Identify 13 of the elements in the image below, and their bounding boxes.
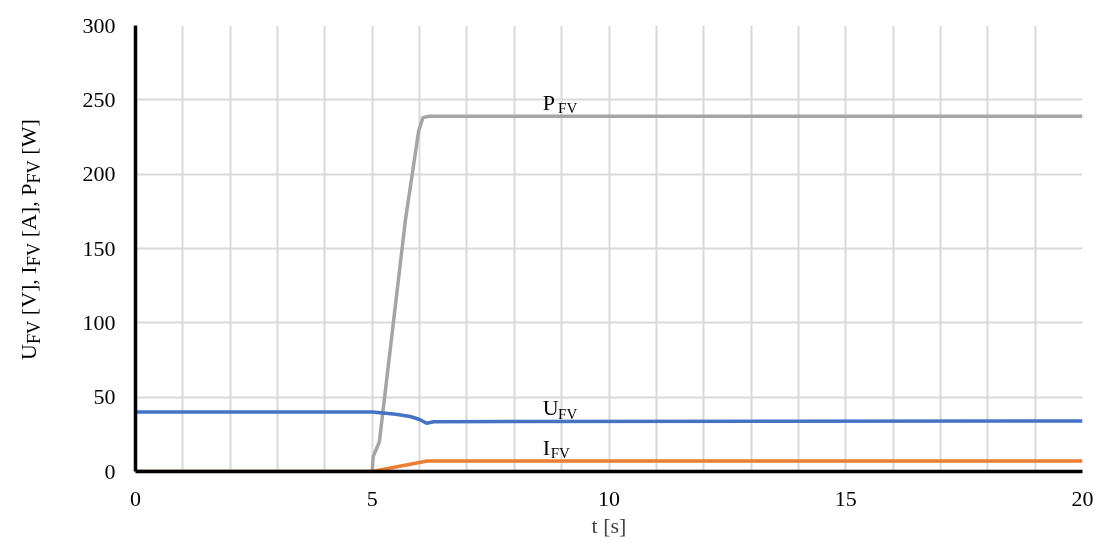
y-tick-label: 300 [82,12,116,38]
y-tick-label: 250 [82,86,116,112]
x-tick-label: 20 [1071,485,1094,511]
y-tick-label: 0 [104,458,116,484]
x-tick-label: 0 [130,485,141,511]
y-tick-label: 150 [82,235,116,261]
y-tick-label: 100 [82,309,116,335]
x-tick-label: 5 [366,485,378,511]
x-axis-title: t [s] [591,512,627,538]
y-tick-label: 200 [82,161,116,187]
x-tick-label: 15 [834,485,857,511]
x-tick-label: 10 [598,485,620,511]
y-tick-label: 50 [93,384,116,410]
